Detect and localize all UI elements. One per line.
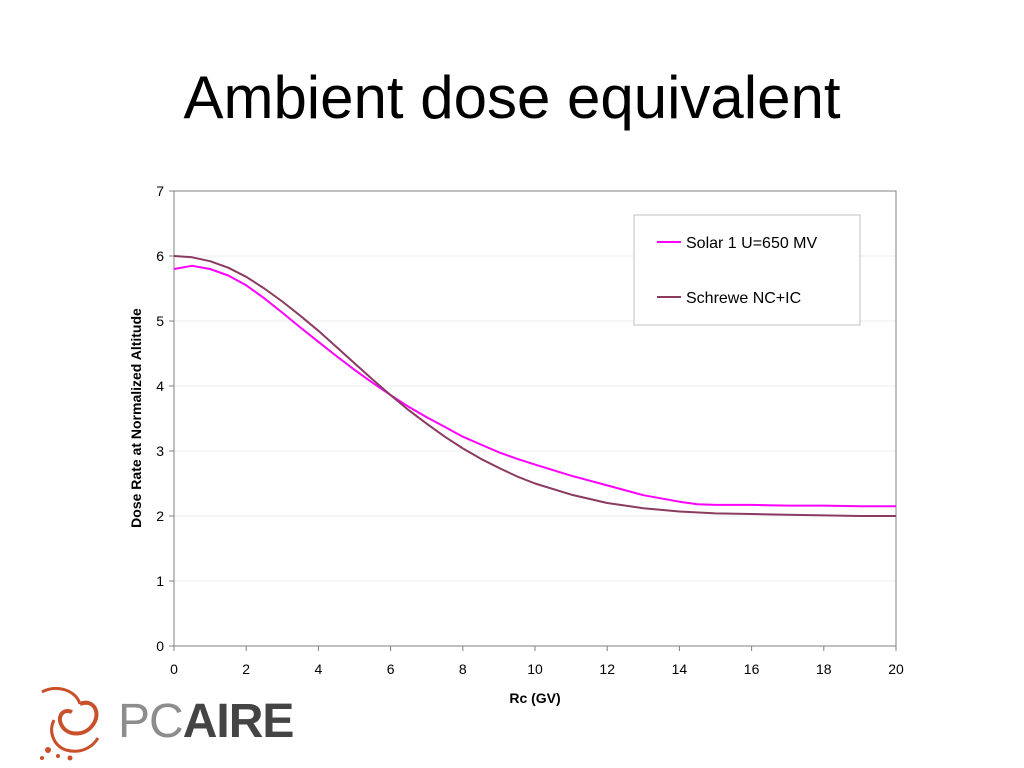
y-axis-ticks: 0 1 2 3 4 5 6 7 [156,183,174,654]
slide-title: Ambient dose equivalent [183,64,841,131]
x-tick-label: 16 [744,661,760,677]
series-line-1 [173,255,896,517]
y-tick-label: 6 [156,248,164,264]
legend: Solar 1 U=650 MV Schrewe NC+IC [633,214,861,326]
y-tick-label: 4 [156,378,164,394]
y-axis-label: Dose Rate at Normalized Altitude [128,308,144,528]
swirl-logo-icon [40,687,100,761]
x-tick-label: 18 [816,661,832,677]
x-tick-label: 6 [387,661,395,677]
x-tick-label: 2 [242,661,250,677]
x-axis-ticks: 0 2 4 6 8 10 12 14 16 18 20 [170,646,904,677]
series-lines [173,255,896,517]
x-axis-label: Rc (GV) [509,690,560,706]
logo-text-aire: AIRE [182,695,295,748]
pcaire-logo: PCAIRE [36,680,306,764]
y-tick-label: 7 [156,183,164,199]
x-tick-label: 0 [170,661,178,677]
logo-text-pc: PC [118,695,184,748]
x-tick-label: 8 [459,661,467,677]
x-tick-label: 10 [527,661,543,677]
y-tick-label: 5 [156,313,164,329]
y-tick-label: 1 [156,573,164,589]
x-tick-label: 20 [888,661,904,677]
series-line-0 [173,264,896,508]
x-tick-label: 14 [672,661,688,677]
y-tick-label: 2 [156,508,164,524]
y-tick-label: 3 [156,443,164,459]
x-tick-label: 12 [599,661,615,677]
legend-label-schrewe: Schrewe NC+IC [686,290,801,307]
y-tick-label: 0 [156,638,164,654]
legend-label-solar: Solar 1 U=650 MV [686,235,818,252]
legend-box [633,214,861,326]
x-tick-label: 4 [315,661,323,677]
